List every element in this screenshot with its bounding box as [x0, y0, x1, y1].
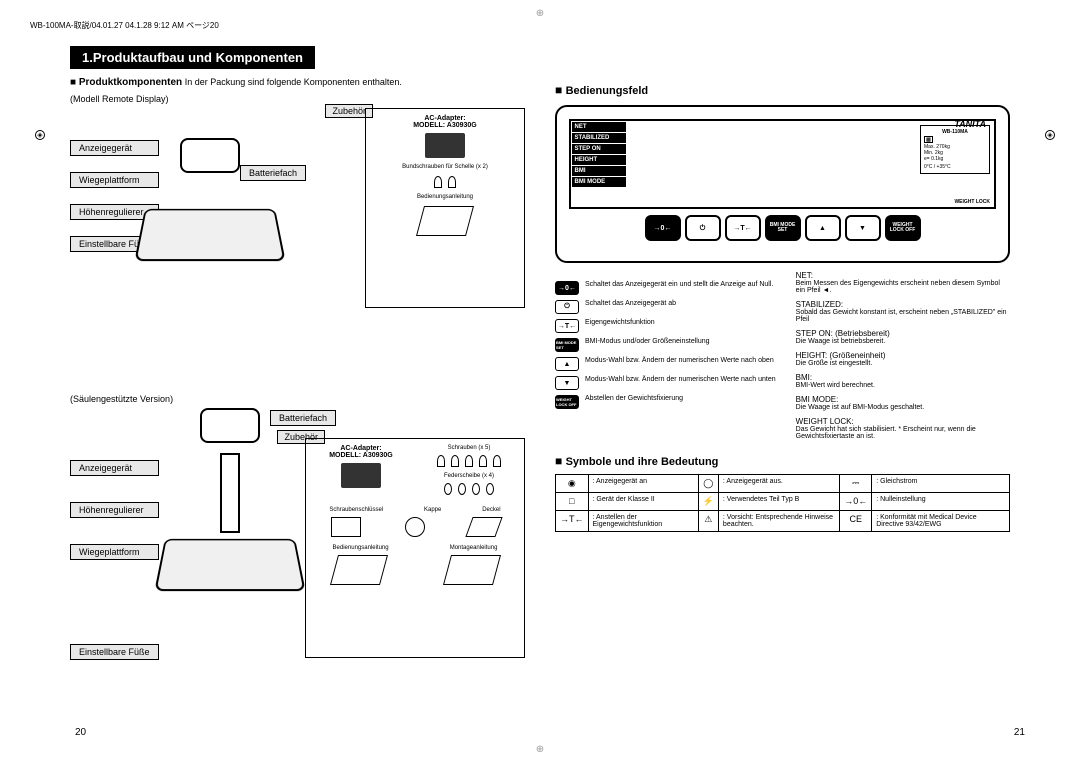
symbol-text: : Konformität mit Medical Device Directi…	[872, 511, 1010, 532]
func-icon: ⏻	[555, 300, 579, 314]
func-row: ⏻ Schaltet das Anzeigegerät ab	[555, 300, 776, 314]
label-fusse-2: Einstellbare Füße	[70, 644, 159, 660]
symbol-icon: CE	[840, 511, 872, 532]
func-row: ▼ Modus-Wahl bzw. Ändern der numerischen …	[555, 376, 776, 390]
zero-button[interactable]: →0←	[645, 215, 681, 241]
power-button[interactable]: ⏻	[685, 215, 721, 241]
func-text: Modus-Wahl bzw. Ändern der numerischen W…	[585, 357, 776, 364]
lcd-label: BMI MODE	[572, 177, 626, 187]
func-row: →0← Schaltet das Anzeigegerät ein und ste…	[555, 281, 776, 295]
page-num-right: 21	[1014, 727, 1025, 738]
intro-text: In der Packung sind folgende Komponenten…	[185, 77, 402, 87]
control-panel: NETSTABILIZEDSTEP ONHEIGHTBMIBMI MODE TA…	[555, 105, 1010, 263]
func-row: BMI MODE SET BMI-Modus und/oder Größenein…	[555, 338, 776, 352]
down-button[interactable]: ▼	[845, 215, 881, 241]
label-anzeige-2: Anzeigegerät	[70, 460, 159, 476]
desc-item: WEIGHT LOCK:Das Gewicht hat sich stabili…	[796, 417, 1010, 440]
func-text: Modus-Wahl bzw. Ändern der numerischen W…	[585, 376, 776, 383]
symbol-text: : Verwendetes Teil Typ B	[718, 493, 839, 511]
desc-item: NET:Beim Messen des Eigengewichts ersche…	[796, 271, 1010, 294]
product-illustration-1	[120, 138, 300, 298]
func-row: WEIGHT LOCK OFF Abstellen der Gewichtsfix…	[555, 395, 776, 409]
symbol-icon: ◉	[556, 475, 589, 493]
diagram-remote: Anzeigegerät Wiegeplattform Höhenregulie…	[70, 108, 525, 388]
up-button[interactable]: ▲	[805, 215, 841, 241]
lcd-label: BMI	[572, 166, 626, 176]
left-column: ■ Produktkomponenten In der Packung sind…	[70, 77, 525, 728]
func-row: ▲ Modus-Wahl bzw. Ändern der numerischen …	[555, 357, 776, 371]
symbol-text: : Anzeigegerät an	[588, 475, 698, 493]
label-wiege-2: Wiegeplattform	[70, 544, 159, 560]
symbols-heading: Symbole und ihre Bedeutung	[555, 454, 1010, 468]
crop-mark-bottom: ⊕	[536, 744, 544, 755]
func-icon: WEIGHT LOCK OFF	[555, 395, 579, 409]
symbol-icon: ⚡	[698, 493, 718, 511]
lcd-weight-lock: WEIGHT LOCK	[954, 199, 990, 205]
registration-mark-right: ◈	[1045, 130, 1055, 140]
lcd-label: NET	[572, 122, 626, 132]
model2-label: (Säulengestützte Version)	[70, 394, 525, 404]
symbol-icon: →T←	[556, 511, 589, 532]
desc-item: STABILIZED:Sobald das Gewicht konstant i…	[796, 300, 1010, 323]
desc-item: HEIGHT: (Größeneinheit)Die Größe ist ein…	[796, 351, 1010, 367]
symbol-icon: □	[556, 493, 589, 511]
lcd-descriptions: NET:Beim Messen des Eigengewichts ersche…	[796, 271, 1010, 446]
symbols-table: ◉: Anzeigegerät an◯: Anzeigegerät aus.⎓:…	[555, 474, 1010, 532]
symbol-icon: ⎓	[840, 475, 872, 493]
bedienungsfeld-heading: Bedienungsfeld	[555, 83, 1010, 97]
model1-label: (Modell Remote Display)	[70, 94, 525, 104]
symbol-text: : Vorsicht: Entsprechende Hinweise beach…	[718, 511, 839, 532]
func-text: Eigengewichtsfunktion	[585, 319, 776, 326]
func-icon: →0←	[555, 281, 579, 295]
accessory-box-1: AC-Adapter:MODELL: A30930G Bundschrauben…	[365, 108, 525, 308]
func-text: Abstellen der Gewichtsfixierung	[585, 395, 776, 402]
desc-item: STEP ON: (Betriebsbereit)Die Waage ist b…	[796, 329, 1010, 345]
func-icon: ▲	[555, 357, 579, 371]
crop-mark-top: ⊕	[536, 8, 544, 19]
crop-header: WB-100MA-取説/04.01.27 04.1.28 9:12 AM ページ…	[30, 20, 1050, 31]
lcd-label: STEP ON	[572, 144, 626, 154]
registration-mark-left: ◈	[35, 130, 45, 140]
page-num-left: 20	[75, 727, 86, 738]
bmi-button[interactable]: BMI MODE SET	[765, 215, 801, 241]
symbol-icon: ◯	[698, 475, 718, 493]
symbol-text: : Gerät der Klasse II	[588, 493, 698, 511]
func-text: Schaltet das Anzeigegerät ab	[585, 300, 776, 307]
symbol-text: : Nulleinstellung	[872, 493, 1010, 511]
symbol-icon: ⚠	[698, 511, 718, 532]
symbol-text: : Gleichstrom	[872, 475, 1010, 493]
components-heading: Produktkomponenten	[79, 77, 182, 88]
tare-button[interactable]: →T←	[725, 215, 761, 241]
symbol-text: : Anstellen der Eigengewichtsfunktion	[588, 511, 698, 532]
func-text: Schaltet das Anzeigegerät ein und stellt…	[585, 281, 776, 288]
desc-item: BMI:BMI-Wert wird berechnet.	[796, 373, 1010, 389]
symbol-icon: →0←	[840, 493, 872, 511]
label-hohen-2: Höhenregulierer	[70, 502, 159, 518]
func-icon: BMI MODE SET	[555, 338, 579, 352]
func-row: →T← Eigengewichtsfunktion	[555, 319, 776, 333]
func-icon: ▼	[555, 376, 579, 390]
func-icon: →T←	[555, 319, 579, 333]
button-row: →0← ⏻ →T← BMI MODE SET ▲ ▼ WEIGHT LOCK O…	[569, 215, 996, 241]
lcd-label: STABILIZED	[572, 133, 626, 143]
lcd-specs: WB-110MA ⬛ Max. 270kg Min. 2kg e= 0.1kg …	[920, 125, 990, 174]
section-title: 1.Produktaufbau und Komponenten	[70, 46, 315, 69]
right-column: Bedienungsfeld NETSTABILIZEDSTEP ONHEIGH…	[555, 77, 1010, 728]
desc-item: BMI MODE:Die Waage ist auf BMI-Modus ges…	[796, 395, 1010, 411]
lock-button[interactable]: WEIGHT LOCK OFF	[885, 215, 921, 241]
symbol-text: : Anzeigegerät aus.	[718, 475, 839, 493]
lcd-display: NETSTABILIZEDSTEP ONHEIGHTBMIBMI MODE TA…	[569, 119, 996, 209]
lcd-label: HEIGHT	[572, 155, 626, 165]
button-functions: →0← Schaltet das Anzeigegerät ein und ste…	[555, 281, 776, 446]
accessory-box-2: AC-Adapter:MODELL: A30930G Schrauben (x …	[305, 438, 525, 658]
func-text: BMI-Modus und/oder Größeneinstellung	[585, 338, 776, 345]
diagram-column: Batteriefach Anzeigegerät Höhenreguliere…	[70, 408, 525, 728]
